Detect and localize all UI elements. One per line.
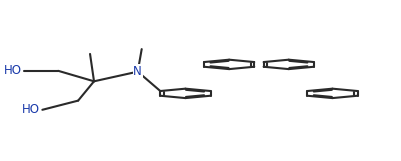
Text: HO: HO	[22, 103, 40, 116]
Text: N: N	[133, 65, 142, 78]
Text: HO: HO	[4, 64, 22, 77]
